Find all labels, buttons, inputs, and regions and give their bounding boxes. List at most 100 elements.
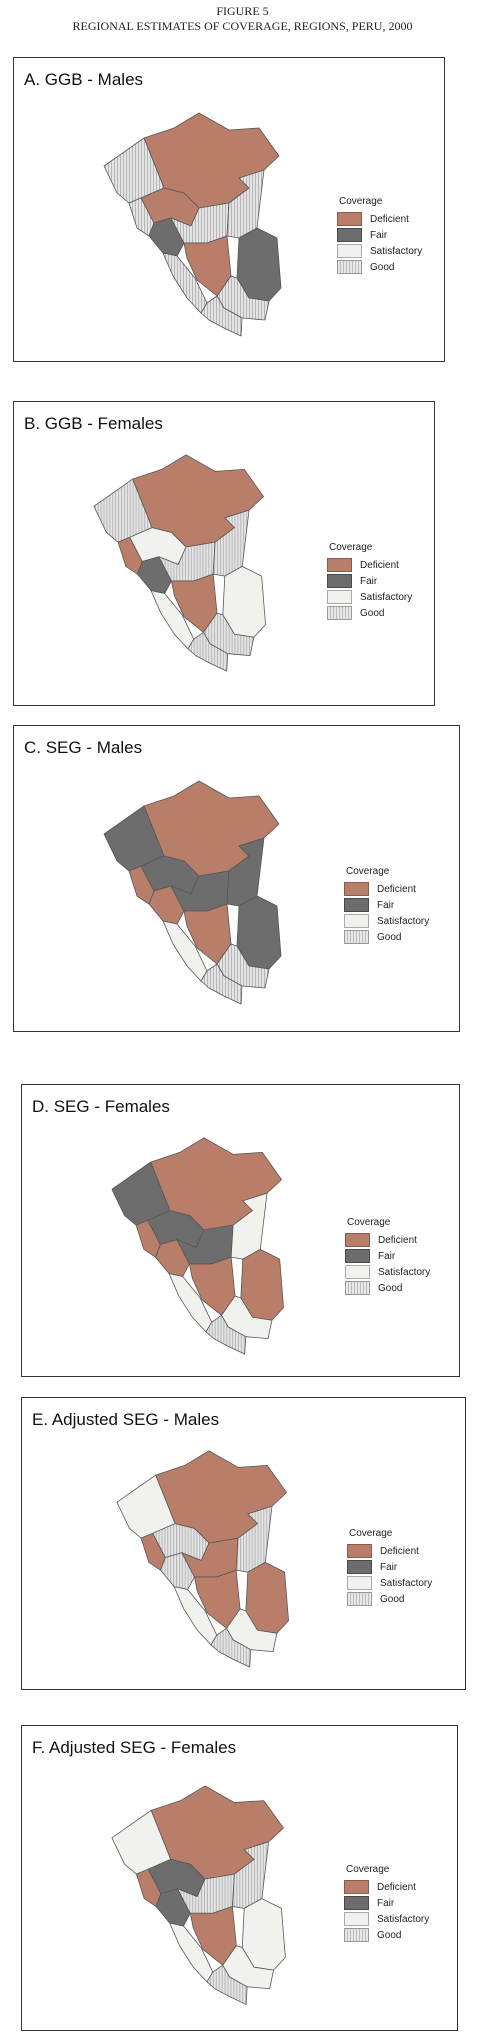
region-far-south (206, 1964, 248, 2005)
region-far-south (205, 1314, 247, 1355)
legend-swatch (337, 228, 362, 242)
legend-title: Coverage (339, 196, 383, 207)
legend-swatch (344, 914, 369, 928)
region-far-south (210, 1627, 252, 1668)
legend-item: Satisfactory (337, 243, 422, 259)
legend-swatch (344, 1896, 369, 1910)
legend-item: Satisfactory (344, 913, 429, 929)
region-center-east (226, 169, 265, 239)
region-far-south (200, 295, 243, 337)
legend-swatch (345, 1265, 370, 1279)
legend-swatch (344, 1912, 369, 1926)
panel-title: A. GGB - Males (24, 70, 144, 89)
legend-swatch (337, 260, 362, 274)
legend-label: Deficient (360, 559, 399, 571)
legend-swatch (347, 1592, 372, 1606)
region-far-south (187, 631, 229, 672)
legend-swatch (344, 1880, 369, 1894)
legend-item: Deficient (347, 1543, 432, 1559)
legend: Coverage Deficient Fair Satisfactory Good (344, 866, 429, 945)
legend-item: Good (347, 1591, 432, 1607)
map-panel: C. SEG - Males Coverage Deficient Fair Satis… (13, 725, 460, 1032)
legend-item: Good (337, 259, 422, 275)
legend-label: Satisfactory (370, 245, 423, 257)
legend-swatch (344, 1928, 369, 1942)
legend-swatch (344, 930, 369, 944)
legend-label: Good (377, 931, 402, 943)
legend: Coverage Deficient Fair Satisfactory Good (345, 1217, 430, 1296)
legend-item: Fair (344, 897, 429, 913)
panel-title: C. SEG - Males (24, 738, 143, 757)
panel-title: E. Adjusted SEG - Males (32, 1410, 220, 1429)
peru-map (111, 1137, 284, 1355)
legend-label: Fair (380, 1561, 398, 1573)
legend-label: Good (380, 1593, 405, 1605)
figure-number: FIGURE 5 (216, 4, 269, 18)
legend-item: Deficient (344, 1879, 429, 1895)
legend-title: Coverage (349, 1528, 393, 1539)
region-center-east (226, 837, 265, 907)
legend-item: Deficient (345, 1232, 430, 1248)
legend-swatch (327, 590, 352, 604)
legend-item: Good (344, 929, 429, 945)
peru-map (111, 1785, 286, 2005)
legend-label: Satisfactory (377, 1913, 430, 1925)
legend-swatch (347, 1576, 372, 1590)
legend-label: Fair (377, 1897, 395, 1909)
legend-item: Fair (344, 1895, 429, 1911)
legend-label: Deficient (377, 883, 416, 895)
map-panel: D. SEG - Females Coverage Deficient Fair Sat… (21, 1084, 460, 1377)
panel-title: B. GGB - Females (24, 414, 163, 433)
legend-label: Good (370, 261, 395, 273)
legend-item: Satisfactory (344, 1911, 429, 1927)
legend-item: Satisfactory (345, 1264, 430, 1280)
legend-label: Good (378, 1282, 403, 1294)
figure-header: FIGURE 5 REGIONAL ESTIMATES OF COVERAGE,… (0, 4, 485, 34)
map-panel: E. Adjusted SEG - Males Coverage Deficient… (21, 1397, 466, 1690)
legend: Coverage Deficient Fair Satisfactory Good (347, 1528, 432, 1607)
legend-item: Fair (347, 1559, 432, 1575)
legend-title: Coverage (346, 1864, 390, 1875)
legend-swatch (345, 1281, 370, 1295)
legend-swatch (337, 212, 362, 226)
legend-swatch (345, 1249, 370, 1263)
legend-item: Satisfactory (347, 1575, 432, 1591)
legend-title: Coverage (346, 866, 390, 877)
legend-label: Good (377, 1929, 402, 1941)
legend-swatch (344, 898, 369, 912)
region-center-east (235, 1505, 273, 1573)
legend: Coverage Deficient Fair Satisfactory Good (344, 1864, 429, 1943)
legend-item: Deficient (337, 211, 422, 227)
legend-item: Fair (327, 573, 412, 589)
legend-label: Fair (378, 1250, 396, 1262)
legend-item: Good (344, 1927, 429, 1943)
legend-label: Deficient (378, 1234, 417, 1246)
legend-label: Satisfactory (378, 1266, 431, 1278)
legend-label: Good (360, 607, 385, 619)
panel-title: F. Adjusted SEG - Females (32, 1738, 237, 1757)
legend-title: Coverage (347, 1217, 391, 1228)
region-center-east (232, 1841, 270, 1909)
peru-map (116, 1450, 289, 1668)
map-panel: F. Adjusted SEG - Females Coverage Deficie… (21, 1725, 458, 2031)
figure-title: REGIONAL ESTIMATES OF COVERAGE, REGIONS,… (72, 19, 413, 33)
peru-map (103, 112, 282, 337)
region-center-east (212, 509, 250, 577)
peru-map (93, 454, 266, 672)
legend-label: Deficient (370, 213, 409, 225)
map-panel: A. GGB - Males Coverage Deficient Fair Satis… (13, 57, 445, 362)
legend-item: Satisfactory (327, 589, 412, 605)
legend-swatch (327, 574, 352, 588)
legend-label: Deficient (377, 1881, 416, 1893)
legend-item: Deficient (344, 881, 429, 897)
legend-label: Fair (377, 899, 395, 911)
legend-label: Fair (360, 575, 378, 587)
legend-item: Fair (337, 227, 422, 243)
panel-title: D. SEG - Females (32, 1097, 170, 1116)
legend-label: Fair (370, 229, 388, 241)
legend-item: Fair (345, 1248, 430, 1264)
region-far-south (200, 963, 243, 1005)
legend: Coverage Deficient Fair Satisfactory Good (337, 196, 422, 275)
legend-label: Deficient (380, 1545, 419, 1557)
peru-map (103, 780, 282, 1005)
